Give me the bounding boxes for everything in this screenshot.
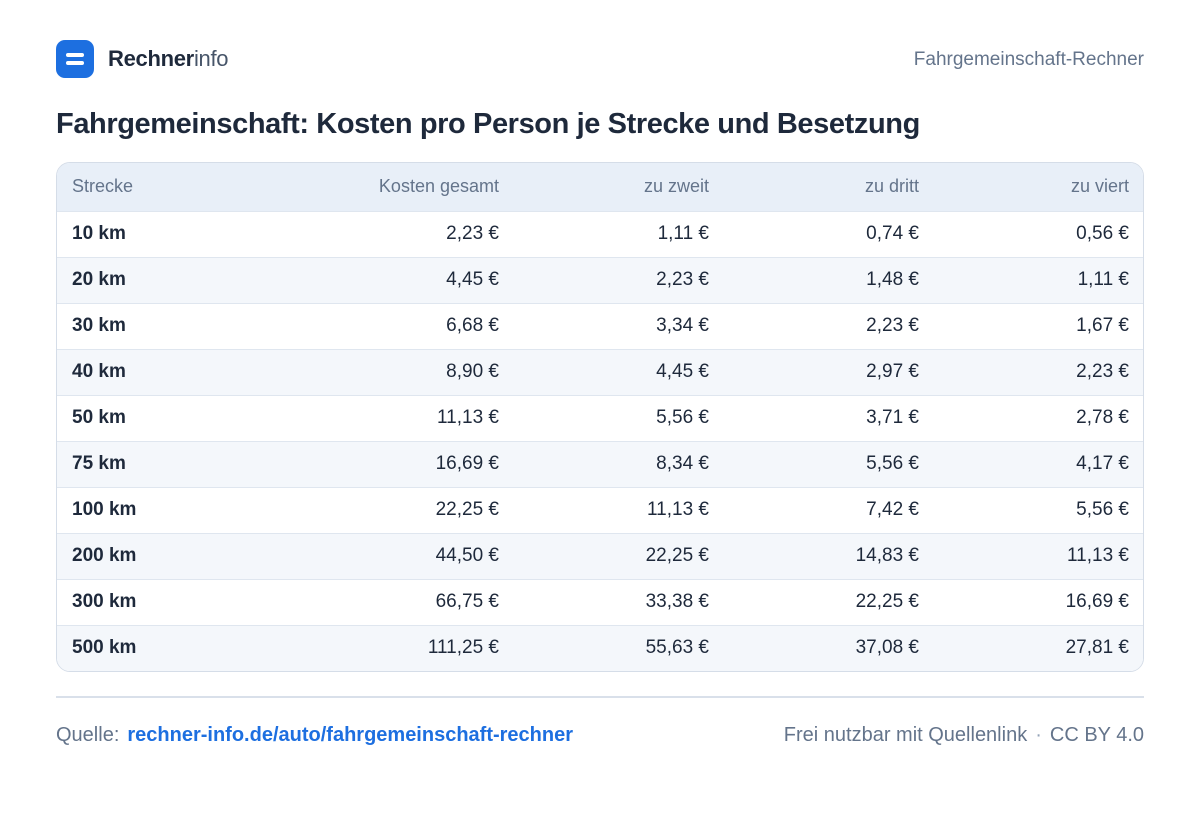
cell-kosten-gesamt: 6,68 € [446,315,499,336]
cell-zu-zweit: 5,56 € [656,407,709,428]
license-text: Frei nutzbar mit Quellenlink [783,724,1028,746]
cell-zu-viert: 5,56 € [1076,499,1129,520]
table-row: 20 km 4,45 € 2,23 € 1,48 € 1,11 € [57,257,1143,303]
table-row: 30 km 6,68 € 3,34 € 2,23 € 1,67 € [57,303,1143,349]
section-label: Fahrgemeinschaft-Rechner [913,49,1144,70]
table-row: 100 km 22,25 € 11,13 € 7,42 € 5,56 € [57,487,1143,533]
cell-kosten-gesamt: 4,45 € [446,269,499,290]
cell-zu-dritt: 14,83 € [855,545,919,566]
cell-strecke: 75 km [72,453,126,474]
table-row: 200 km 44,50 € 22,25 € 14,83 € 11,13 € [57,533,1143,579]
cell-strecke: 40 km [72,361,126,382]
cell-zu-viert: 27,81 € [1065,637,1129,659]
cell-zu-zweit: 22,25 € [645,545,709,566]
cell-strecke: 20 km [72,269,126,290]
source-label: Quelle: [56,724,120,746]
cell-zu-viert: 1,11 € [1077,269,1129,290]
cell-strecke: 500 km [72,637,137,659]
table-row: 40 km 8,90 € 4,45 € 2,97 € 2,23 € [57,349,1143,395]
cell-zu-zweit: 3,34 € [656,315,709,336]
cell-zu-dritt: 5,56 € [866,453,919,474]
cell-zu-dritt: 0,74 € [866,223,919,244]
license-separator: · [1035,724,1042,746]
cell-zu-viert: 2,78 € [1076,407,1129,428]
cell-zu-viert: 11,13 € [1067,545,1129,566]
column-header-zu-viert: zu viert [1070,176,1129,197]
cell-zu-dritt: 2,23 € [866,315,919,336]
cell-kosten-gesamt: 2,23 € [446,223,499,244]
cell-strecke: 300 km [72,591,137,612]
cell-zu-dritt: 7,42 € [866,499,919,520]
license-info: Frei nutzbar mit Quellenlink · CC BY 4.0 [784,722,1144,748]
logo-name-bold: Rechner [108,46,194,71]
header: Rechnerinfo Fahrgemeinschaft-Rechner [56,40,1144,78]
column-header-kosten-gesamt: Kosten gesamt [378,176,499,197]
column-header-strecke: Strecke [72,176,134,197]
cell-zu-zweit: 8,34 € [656,453,709,474]
cell-zu-dritt: 3,71 € [866,407,919,428]
cell-kosten-gesamt: 16,69 € [435,453,499,474]
cell-zu-viert: 0,56 € [1076,223,1129,244]
cell-kosten-gesamt: 8,90 € [446,361,499,382]
column-header-zu-dritt: zu dritt [864,176,919,197]
cell-kosten-gesamt: 66,75 € [435,591,499,612]
cell-zu-viert: 4,17 € [1076,453,1129,474]
cell-kosten-gesamt: 44,50 € [435,545,499,566]
cell-zu-zweit: 11,13 € [647,499,709,520]
cost-table-card: Strecke Kosten gesamt zu zweit zu dritt … [56,162,1144,672]
cell-strecke: 50 km [72,407,126,428]
cell-zu-dritt: 37,08 € [855,637,919,659]
table-row: 50 km 11,13 € 5,56 € 3,71 € 2,78 € [57,395,1143,441]
cell-kosten-gesamt: 22,25 € [435,499,499,520]
cell-zu-viert: 2,23 € [1076,361,1129,382]
table-row: 75 km 16,69 € 8,34 € 5,56 € 4,17 € [57,441,1143,487]
cell-strecke: 200 km [72,545,137,566]
cell-kosten-gesamt: 111,25 € [427,637,499,659]
cell-strecke: 30 km [72,315,126,336]
cell-strecke: 100 km [72,499,137,520]
table-row: 500 km 111,25 € 55,63 € 37,08 € 27,81 € [57,625,1143,671]
table-row: 10 km 2,23 € 1,11 € 0,74 € 0,56 € [57,211,1143,257]
cell-zu-zweit: 55,63 € [645,637,709,659]
logo-wordmark: Rechnerinfo [108,46,229,72]
cell-zu-zweit: 4,45 € [656,361,709,382]
footer: Quelle: rechner-info.de/auto/fahrgemeinsc… [56,722,1144,748]
column-header-zu-zweit: zu zweit [643,176,709,197]
cell-zu-zweit: 1,11 € [657,223,709,244]
cell-zu-zweit: 2,23 € [656,269,709,290]
table-body: 10 km 2,23 € 1,11 € 0,74 € 0,56 € 20 km 4,45 €… [57,211,1143,671]
cell-zu-dritt: 1,48 € [866,269,919,290]
cost-table: Strecke Kosten gesamt zu zweit zu dritt … [57,163,1143,671]
cell-zu-viert: 1,67 € [1076,315,1129,336]
table-row: 300 km 66,75 € 33,38 € 22,25 € 16,69 € [57,579,1143,625]
cell-zu-dritt: 2,97 € [866,361,919,382]
table-header-row: Strecke Kosten gesamt zu zweit zu dritt … [57,163,1143,211]
page-title: Fahrgemeinschaft: Kosten pro Person je S… [56,108,920,140]
cell-zu-viert: 16,69 € [1065,591,1129,612]
logo-name-light: info [193,46,229,71]
logo-icon [56,40,94,78]
cell-kosten-gesamt: 11,13 € [437,407,499,428]
footer-divider [56,696,1144,698]
source-link[interactable]: rechner-info.de/auto/fahrgemeinschaft-re… [127,724,574,746]
license-badge: CC BY 4.0 [1049,724,1144,746]
cell-zu-dritt: 22,25 € [855,591,919,612]
cell-strecke: 10 km [72,223,126,244]
cell-zu-zweit: 33,38 € [645,591,709,612]
